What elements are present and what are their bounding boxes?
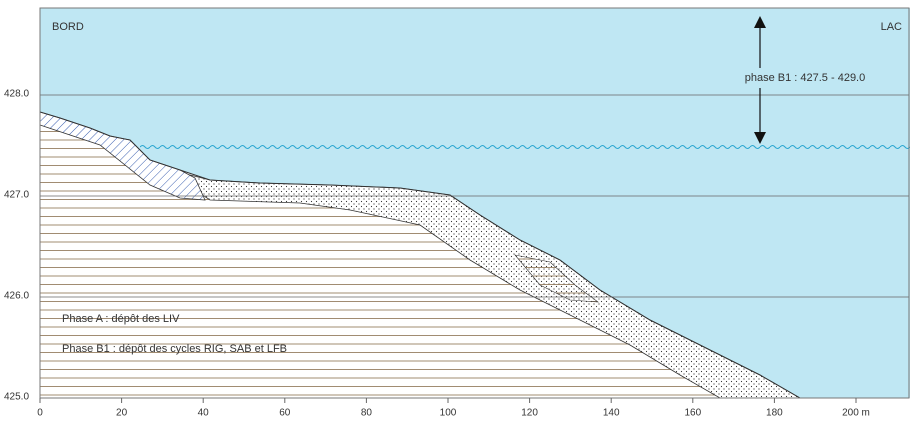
x-tick-label: 20 bbox=[116, 408, 128, 419]
level-label: phase B1 : 427.5 - 429.0 bbox=[745, 72, 865, 84]
section bbox=[40, 8, 910, 398]
x-tick-label: 60 bbox=[279, 408, 291, 419]
legend-item: Phase B1 : dépôt des cycles RIG, SAB et … bbox=[62, 343, 287, 355]
x-tick-label: 80 bbox=[361, 408, 373, 419]
legend-item: Phase A : dépôt des LIV bbox=[62, 313, 180, 325]
x-tick-label: 0 bbox=[37, 408, 43, 419]
x-tick-label: 160 bbox=[684, 408, 701, 419]
right-label: LAC bbox=[881, 21, 902, 33]
y-tick-label: 427.0 bbox=[4, 190, 29, 201]
water-level bbox=[140, 143, 910, 149]
x-tick-label: 180 bbox=[766, 408, 783, 419]
y-tick-label: 426.0 bbox=[4, 291, 29, 302]
left-label: BORD bbox=[52, 21, 84, 33]
y-tick-label: 428.0 bbox=[4, 89, 29, 100]
x-tick-label: 200 m bbox=[842, 408, 870, 419]
x-tick-label: 40 bbox=[198, 408, 210, 419]
x-tick-label: 120 bbox=[521, 408, 538, 419]
diagram: phase B1 : 427.5 - 429.0 BORD LAC Phase … bbox=[0, 0, 910, 421]
x-tick-label: 100 bbox=[440, 408, 457, 419]
y-tick-label: 425.0 bbox=[4, 392, 29, 403]
x-tick-label: 140 bbox=[603, 408, 620, 419]
